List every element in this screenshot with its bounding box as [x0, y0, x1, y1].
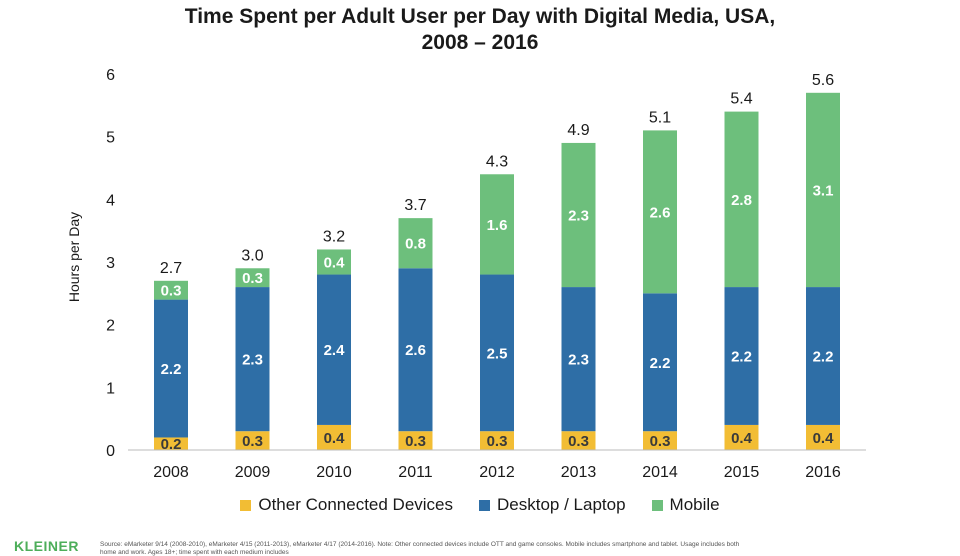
- x-tick-label: 2009: [235, 464, 271, 481]
- bars: 0.2 2.2 0.3 2.7 0.3 2.3 0.3 3.0 0.4 2.4 0.4 3.2 0.3 2…: [154, 72, 840, 453]
- data-label: 0.3: [650, 433, 671, 450]
- data-label: 1.6: [487, 217, 508, 234]
- total-label: 3.0: [241, 247, 263, 264]
- data-label: 0.3: [161, 283, 182, 300]
- data-label: 2.4: [324, 342, 346, 359]
- source-note: Source: eMarketer 9/14 (2008-2010), eMar…: [100, 541, 740, 556]
- brand-logo: KLEINER: [14, 538, 79, 554]
- bar-segment: [235, 287, 270, 432]
- bar-segment: [480, 274, 514, 432]
- data-label: 3.1: [813, 182, 834, 199]
- bar-segment: [561, 431, 596, 450]
- x-tick-label: 2011: [398, 464, 433, 481]
- data-label: 0.8: [405, 236, 426, 253]
- chart-title: Time Spent per Adult User per Day with D…: [0, 4, 960, 56]
- data-label: 2.6: [650, 204, 671, 221]
- data-label: 2.2: [731, 349, 752, 366]
- legend-label: Desktop / Laptop: [497, 495, 626, 514]
- y-axis-label: Hours per Day: [66, 212, 82, 302]
- legend-label: Mobile: [669, 495, 720, 514]
- x-axis-ticks: 2008 2009 2010 2011 2012 2013 2014 2015 2016: [153, 464, 841, 481]
- total-label: 3.2: [323, 228, 345, 245]
- y-tick-label: 3: [106, 255, 115, 272]
- x-tick-label: 2008: [153, 464, 189, 481]
- data-label: 0.4: [731, 430, 753, 447]
- data-label: 2.2: [161, 361, 182, 378]
- legend: Other Connected Devices Desktop / Laptop M…: [0, 495, 960, 515]
- bar-segment: [154, 280, 188, 300]
- x-tick-label: 2016: [805, 464, 841, 481]
- legend-item: Other Connected Devices: [240, 495, 453, 515]
- data-label: 0.3: [242, 270, 263, 287]
- data-label: 0.3: [568, 433, 589, 450]
- data-label: 2.2: [650, 355, 671, 372]
- total-label: 4.9: [567, 122, 589, 139]
- data-label: 2.2: [813, 349, 834, 366]
- data-label: 0.4: [324, 430, 346, 447]
- y-tick-label: 5: [106, 130, 115, 147]
- data-label: 0.3: [405, 433, 426, 450]
- bar-segment: [317, 424, 351, 450]
- bar-segment: [643, 293, 677, 432]
- bar-segment: [724, 424, 759, 450]
- bar-segment: [398, 431, 433, 450]
- bar-segment: [235, 268, 270, 288]
- data-label: 0.4: [813, 430, 835, 447]
- data-label: 0.3: [487, 433, 508, 450]
- bar-segment: [235, 431, 270, 450]
- total-label: 5.4: [730, 91, 752, 108]
- x-tick-label: 2014: [642, 464, 678, 481]
- bar-segment: [643, 130, 677, 294]
- y-tick-label: 0: [106, 443, 115, 460]
- total-label: 5.6: [812, 72, 834, 89]
- total-label: 2.7: [160, 260, 182, 277]
- chart-title-line-2: 2008 – 2016: [421, 31, 539, 54]
- data-label: 2.8: [731, 192, 752, 209]
- x-tick-label: 2015: [724, 464, 760, 481]
- legend-swatch: [240, 499, 252, 511]
- legend-swatch: [651, 499, 663, 511]
- bar-segment: [398, 268, 433, 432]
- y-tick-label: 1: [106, 380, 115, 397]
- x-tick-label: 2010: [316, 464, 352, 481]
- bar-segment: [480, 431, 514, 450]
- data-label: 0.2: [161, 436, 182, 453]
- legend-item: Desktop / Laptop: [479, 495, 626, 515]
- data-label: 2.3: [242, 352, 263, 369]
- legend-label: Other Connected Devices: [258, 495, 454, 514]
- bar-segment: [561, 142, 596, 288]
- legend-item: Mobile: [651, 495, 720, 515]
- data-label: 2.5: [487, 345, 508, 362]
- y-tick-label: 6: [106, 67, 115, 84]
- data-label: 2.6: [405, 342, 426, 359]
- bar-segment: [643, 431, 677, 450]
- total-label: 4.3: [486, 153, 508, 170]
- x-tick-label: 2012: [479, 464, 515, 481]
- bar-segment: [806, 92, 840, 288]
- bar-segment: [806, 287, 840, 425]
- bar-segment: [154, 299, 188, 438]
- legend-swatch: [479, 499, 491, 511]
- data-label: 2.3: [568, 352, 589, 369]
- data-label: 2.3: [568, 208, 589, 225]
- x-tick-label: 2013: [561, 464, 597, 481]
- total-label: 5.1: [649, 109, 671, 126]
- total-label: 3.7: [404, 197, 426, 214]
- bar-segment: [317, 274, 351, 425]
- y-tick-label: 4: [106, 192, 115, 209]
- y-tick-label: 2: [106, 318, 115, 335]
- bar-segment: [724, 111, 759, 288]
- bar-segment: [154, 437, 188, 450]
- bar-segment: [480, 174, 514, 275]
- bar-segment: [724, 287, 759, 425]
- bar-segment: [398, 218, 433, 269]
- data-label: 0.3: [242, 433, 263, 450]
- bar-segment: [317, 249, 351, 275]
- bar-segment: [806, 424, 840, 450]
- y-axis-ticks: 0 1 2 3 4 5 6: [106, 67, 115, 460]
- chart-title-line-1: Time Spent per Adult User per Day with D…: [184, 5, 776, 28]
- data-label: 0.4: [324, 255, 346, 272]
- bar-segment: [561, 287, 596, 432]
